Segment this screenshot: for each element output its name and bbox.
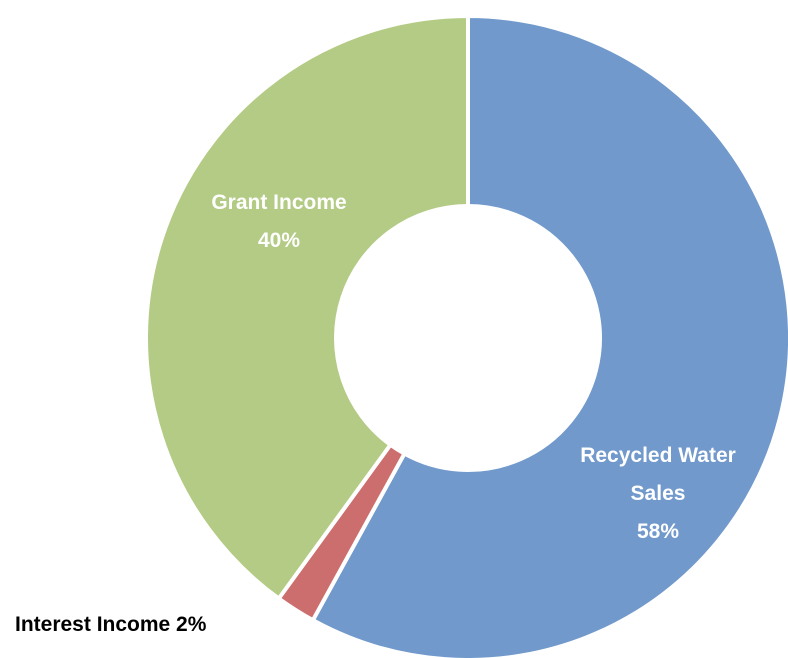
donut-slices (144, 14, 788, 658)
data-label-line: Interest Income 2% (15, 613, 207, 636)
slice-labels: Recycled Water Sales 58% Interest Income 2%… (15, 191, 736, 636)
data-label-line: 40% (258, 229, 300, 252)
slice-grant-income (144, 14, 470, 601)
data-label-grant-income: Grant Income 40% (211, 191, 346, 252)
data-label-line: Sales (631, 482, 686, 505)
slice-recycled-water-sales (310, 14, 788, 658)
data-label-line: Grant Income (211, 191, 346, 214)
data-label-recycled-water-sales: Recycled Water Sales 58% (580, 444, 736, 543)
data-label-line: 58% (637, 520, 679, 543)
data-label-interest-income: Interest Income 2% (15, 613, 207, 636)
data-label-line: Recycled Water (580, 444, 736, 467)
